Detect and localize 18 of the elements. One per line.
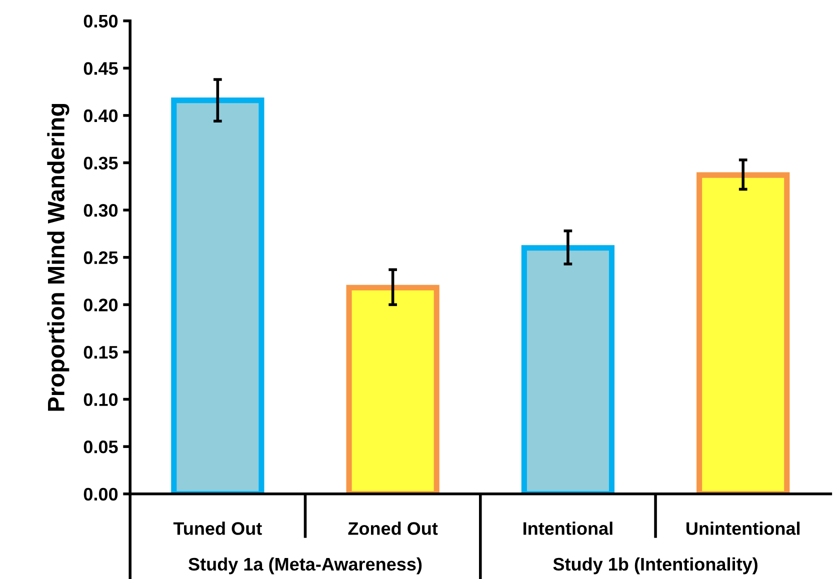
y-tick-label: 0.15 (84, 346, 118, 359)
y-axis-title: Proportion Mind Wandering (47, 104, 70, 411)
text: Study 1b (Intentionality) (553, 557, 758, 574)
y-tick-label: 0.30 (84, 204, 118, 217)
y-tick-label: 0.25 (84, 251, 118, 264)
y-tick-label: 0.00 (84, 488, 118, 501)
y-tick-label: 0.35 (84, 156, 118, 170)
y-tick-label: 0.20 (84, 298, 118, 312)
x-tick-label: Tuned Out (173, 522, 262, 535)
text: Study 1a (Meta-Awareness) (188, 557, 422, 574)
x-tick-label: Unintentional (686, 522, 800, 535)
y-tick-label: 0.40 (84, 109, 118, 122)
y-tick-label: 0.05 (84, 440, 118, 454)
y-tick-label: 0.50 (84, 14, 118, 28)
x-tick-label: Zoned Out (348, 522, 438, 535)
y-tick-label: 0.45 (84, 62, 118, 75)
x-tick-label: Intentional (524, 522, 612, 535)
y-tick-label: 0.10 (84, 393, 118, 406)
